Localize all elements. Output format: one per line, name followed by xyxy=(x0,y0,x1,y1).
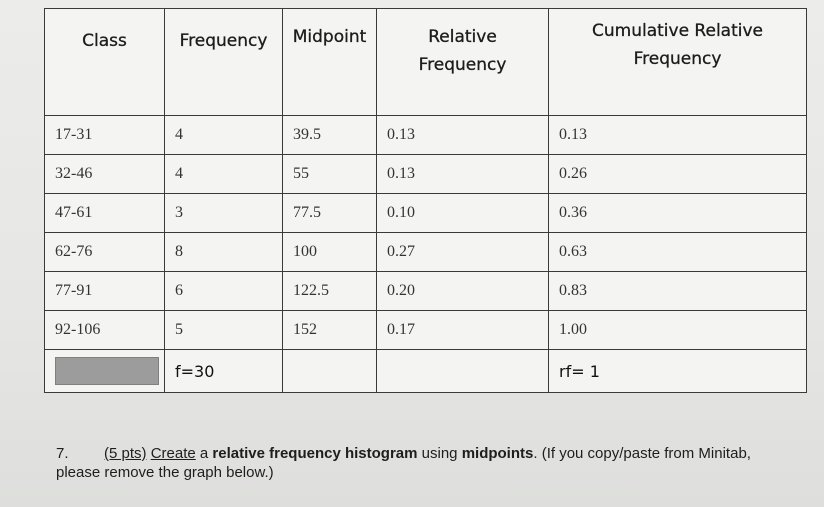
question-text-b: using xyxy=(417,445,462,462)
cell-class: 47-61 xyxy=(44,193,165,233)
header-cumulative-relative-frequency: Cumulative Relative Frequency xyxy=(548,8,807,116)
totals-row: f=30 rf= 1 xyxy=(44,349,807,393)
cell-midpoint: 122.5 xyxy=(282,271,377,311)
cell-cumulative: 0.26 xyxy=(548,154,807,194)
cell-cumulative: 0.13 xyxy=(548,115,807,155)
gray-shaded-block xyxy=(55,357,159,385)
cell-midpoint: 152 xyxy=(282,310,377,350)
table-row: 32-46 4 55 0.13 0.26 xyxy=(44,154,807,194)
cell-frequency: 8 xyxy=(164,232,283,272)
cell-relative: 0.20 xyxy=(376,271,549,311)
question-text-c: . (If you copy/paste from Minitab, pleas… xyxy=(56,445,751,481)
cell-midpoint: 55 xyxy=(282,154,377,194)
header-relative-frequency: Relative Frequency xyxy=(376,8,549,116)
table-row: 62-76 8 100 0.27 0.63 xyxy=(44,232,807,272)
question-bold-histogram: relative frequency histogram xyxy=(212,445,418,462)
cell-cumulative: 0.63 xyxy=(548,232,807,272)
header-relative-line2: Frequency xyxy=(418,55,507,75)
cell-relative: 0.13 xyxy=(376,115,549,155)
cell-cumulative: 0.83 xyxy=(548,271,807,311)
cell-midpoint: 77.5 xyxy=(282,193,377,233)
table-row: 92-106 5 152 0.17 1.00 xyxy=(44,310,807,350)
frequency-table: Class Frequency Midpoint Relative Freque… xyxy=(44,8,807,393)
cell-class: 32-46 xyxy=(44,154,165,194)
cell-relative: 0.17 xyxy=(376,310,549,350)
cell-frequency: 4 xyxy=(164,154,283,194)
total-relative-empty xyxy=(376,349,549,393)
cell-frequency: 5 xyxy=(164,310,283,350)
question-text-a: a xyxy=(195,445,213,462)
cell-class: 92-106 xyxy=(44,310,165,350)
header-relative-line1: Relative xyxy=(428,27,497,47)
header-midpoint: Midpoint xyxy=(282,8,377,116)
cell-midpoint: 39.5 xyxy=(282,115,377,155)
cell-class: 62-76 xyxy=(44,232,165,272)
table-header-row: Class Frequency Midpoint Relative Freque… xyxy=(44,8,807,116)
cell-cumulative: 1.00 xyxy=(548,310,807,350)
totals-class-cell xyxy=(44,349,165,393)
header-cumulative-line2: Frequency xyxy=(633,49,722,69)
cell-midpoint: 100 xyxy=(282,232,377,272)
cell-frequency: 4 xyxy=(164,115,283,155)
cell-frequency: 6 xyxy=(164,271,283,311)
total-midpoint-empty xyxy=(282,349,377,393)
header-frequency: Frequency xyxy=(164,8,283,116)
table-row: 17-31 4 39.5 0.13 0.13 xyxy=(44,115,807,155)
cell-relative: 0.13 xyxy=(376,154,549,194)
cell-cumulative: 0.36 xyxy=(548,193,807,233)
cell-relative: 0.27 xyxy=(376,232,549,272)
table-row: 47-61 3 77.5 0.10 0.36 xyxy=(44,193,807,233)
table-row: 77-91 6 122.5 0.20 0.83 xyxy=(44,271,807,311)
total-frequency: f=30 xyxy=(164,349,283,393)
header-cumulative-line1: Cumulative Relative xyxy=(592,21,763,41)
question-bold-midpoints: midpoints xyxy=(461,445,534,462)
question-points: (5 pts) xyxy=(104,445,147,462)
cell-class: 17-31 xyxy=(44,115,165,155)
question-number: 7. xyxy=(56,445,69,462)
question-create: Create xyxy=(150,445,196,462)
header-class: Class xyxy=(44,8,165,116)
question-7: 7. (5 pts) Create a relative frequency hi… xyxy=(56,444,796,482)
cell-class: 77-91 xyxy=(44,271,165,311)
total-cumulative: rf= 1 xyxy=(548,349,807,393)
cell-relative: 0.10 xyxy=(376,193,549,233)
cell-frequency: 3 xyxy=(164,193,283,233)
